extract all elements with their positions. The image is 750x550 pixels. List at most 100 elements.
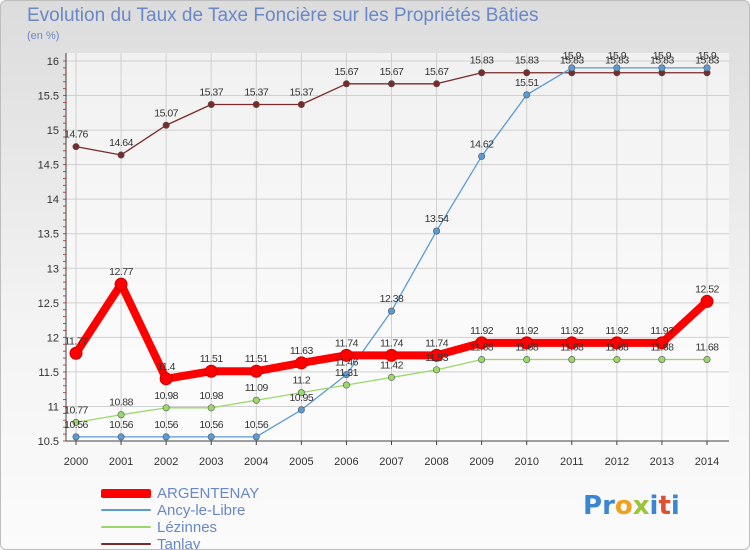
data-label-l-zinnes: 11.09: [245, 382, 269, 394]
data-label-tanlay: 15.83: [650, 55, 674, 67]
data-label-l-zinnes: 11.31: [335, 367, 359, 379]
y-tick-label: 12: [47, 332, 59, 344]
data-point-ancy-le-libre: [252, 433, 260, 441]
data-label-argentenay: 11.74: [425, 337, 449, 349]
data-label-argentenay: 11.92: [560, 325, 584, 337]
data-label-ancy-le-libre: 15.9: [608, 50, 627, 62]
data-point-tanlay: [207, 101, 215, 109]
logo-letter: t: [658, 491, 671, 521]
data-point-argentenay: [385, 348, 398, 362]
data-point-l-zinnes: [658, 355, 666, 363]
data-label-tanlay: 15.37: [289, 87, 313, 99]
data-point-argentenay: [69, 346, 83, 360]
data-label-l-zinnes: 11.68: [696, 341, 720, 353]
data-label-tanlay: 14.64: [109, 137, 133, 149]
data-point-argentenay: [294, 356, 308, 370]
y-tick-label: 14: [47, 194, 59, 206]
data-label-tanlay: 15.67: [425, 66, 449, 78]
data-point-argentenay: [249, 364, 263, 378]
x-tick-label: 2005: [289, 456, 313, 468]
legend-label-tanlay: Tanlay: [157, 536, 201, 550]
legend-swatch-argentenay: [101, 489, 151, 498]
x-tick-label: 2006: [334, 456, 358, 468]
y-tick-label: 13.5: [38, 229, 59, 241]
data-label-l-zinnes: 10.88: [109, 397, 133, 409]
data-point-ancy-le-libre: [297, 406, 305, 414]
data-label-ancy-le-libre: 13.54: [425, 213, 449, 225]
legend-swatch-lezinnes: [101, 526, 151, 528]
y-tick-label: 16: [47, 56, 59, 68]
data-point-tanlay: [523, 69, 531, 77]
data-label-argentenay: 11.74: [335, 337, 359, 349]
data-point-l-zinnes: [387, 373, 395, 381]
x-tick-label: 2001: [109, 456, 133, 468]
data-label-l-zinnes: 11.53: [425, 352, 449, 364]
data-label-tanlay: 15.67: [335, 66, 359, 78]
data-point-l-zinnes: [297, 389, 305, 397]
data-point-l-zinnes: [117, 411, 125, 419]
data-label-tanlay: 15.37: [244, 87, 268, 99]
data-label-ancy-le-libre: 10.56: [154, 419, 178, 431]
data-label-argentenay: 11.77: [65, 335, 89, 347]
logo-letter: i: [670, 491, 680, 521]
x-tick-label: 2007: [379, 456, 403, 468]
data-label-l-zinnes: 10.77: [64, 404, 88, 416]
data-label-ancy-le-libre: 15.9: [698, 50, 717, 62]
data-label-tanlay: 15.83: [515, 55, 539, 67]
data-label-l-zinnes: 11.68: [560, 341, 584, 353]
y-tick-label: 15: [47, 125, 59, 137]
x-tick-label: 2012: [605, 456, 629, 468]
proxiti-logo: Proxiti: [583, 491, 680, 521]
data-label-ancy-le-libre: 15.9: [563, 50, 582, 62]
data-label-argentenay: 11.74: [380, 337, 404, 349]
x-tick-label: 2002: [154, 456, 178, 468]
logo-letter: x: [632, 491, 650, 521]
logo-letter: o: [614, 491, 633, 521]
x-tick-label: 2009: [469, 456, 493, 468]
data-label-ancy-le-libre: 12.38: [380, 293, 404, 305]
data-label-l-zinnes: 11.42: [380, 359, 404, 371]
data-point-l-zinnes: [72, 418, 80, 426]
data-label-argentenay: 11.51: [200, 353, 224, 365]
data-label-ancy-le-libre: 10.95: [289, 392, 313, 404]
data-label-ancy-le-libre: 15.9: [653, 50, 672, 62]
data-point-l-zinnes: [568, 355, 576, 363]
data-point-argentenay: [430, 348, 444, 362]
data-point-tanlay: [297, 101, 305, 109]
data-label-ancy-le-libre: 10.56: [199, 419, 223, 431]
data-label-argentenay: 11.92: [470, 325, 494, 337]
data-point-argentenay: [565, 336, 579, 350]
data-point-argentenay: [204, 364, 218, 378]
legend-label-argentenay: ARGENTENAY: [157, 485, 260, 502]
data-label-l-zinnes: 11.2: [293, 375, 311, 387]
data-point-ancy-le-libre: [703, 64, 711, 72]
x-tick-label: 2003: [199, 456, 223, 468]
data-label-l-zinnes: 11.68: [470, 341, 494, 353]
data-point-argentenay: [159, 372, 173, 386]
data-label-ancy-le-libre: 10.56: [109, 419, 133, 431]
data-label-l-zinnes: 11.68: [515, 341, 539, 353]
data-point-tanlay: [342, 80, 350, 88]
data-point-argentenay: [610, 336, 624, 350]
data-label-tanlay: 14.76: [64, 129, 88, 141]
legend-swatch-ancy-le-libre: [101, 509, 151, 511]
chart-title: Evolution du Taux de Taxe Foncière sur l…: [27, 5, 539, 26]
data-point-l-zinnes: [252, 396, 260, 404]
data-point-tanlay: [117, 151, 125, 159]
data-label-ancy-le-libre: 14.62: [470, 138, 494, 150]
data-label-ancy-le-libre: 10.56: [244, 419, 268, 431]
data-point-l-zinnes: [433, 366, 441, 374]
x-tick-label: 2011: [560, 456, 584, 468]
data-point-ancy-le-libre: [478, 152, 486, 160]
x-tick-label: 2014: [695, 456, 719, 468]
data-label-ancy-le-libre: 10.56: [64, 419, 88, 431]
data-label-argentenay: 11.92: [515, 325, 539, 337]
y-tick-label: 11.5: [38, 367, 59, 379]
data-point-l-zinnes: [162, 404, 170, 412]
x-tick-label: 2013: [650, 456, 674, 468]
data-label-tanlay: 15.83: [560, 55, 584, 67]
data-point-ancy-le-libre: [568, 64, 576, 72]
data-label-tanlay: 15.83: [695, 55, 719, 67]
x-tick-label: 2000: [64, 456, 88, 468]
